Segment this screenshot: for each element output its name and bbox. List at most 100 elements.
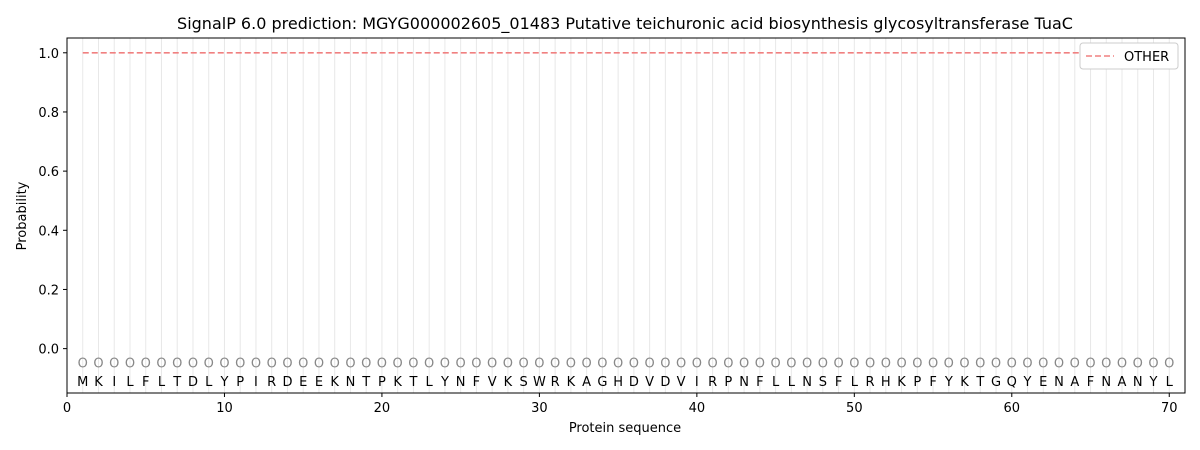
- region-label: O: [912, 356, 922, 371]
- region-label: O: [282, 356, 292, 371]
- region-label: O: [1070, 356, 1080, 371]
- residue-label: Y: [440, 375, 449, 390]
- x-tick-label: 60: [1004, 401, 1021, 416]
- region-label: O: [204, 356, 214, 371]
- x-tick-label: 30: [531, 401, 548, 416]
- residue-label: F: [473, 375, 480, 390]
- region-label: O: [739, 356, 749, 371]
- region-label: O: [298, 356, 308, 371]
- region-label: O: [188, 356, 198, 371]
- residue-label: K: [567, 375, 576, 390]
- residue-label: K: [960, 375, 969, 390]
- residue-label: F: [1087, 375, 1094, 390]
- region-label: O: [1133, 356, 1143, 371]
- y-tick-label: 1.0: [38, 47, 59, 62]
- region-label: O: [660, 356, 670, 371]
- region-label: O: [156, 356, 166, 371]
- residue-label: H: [881, 375, 891, 390]
- region-label: O: [597, 356, 607, 371]
- region-label: O: [361, 356, 371, 371]
- residue-label: S: [819, 375, 827, 390]
- region-label: O: [1007, 356, 1017, 371]
- residue-label: F: [835, 375, 842, 390]
- residue-label: A: [1070, 375, 1079, 390]
- residue-label: Y: [1149, 375, 1158, 390]
- region-label: O: [456, 356, 466, 371]
- residue-label: P: [913, 375, 921, 390]
- residue-label: N: [1133, 375, 1143, 390]
- x-tick-label: 20: [374, 401, 391, 416]
- residue-label: V: [645, 375, 654, 390]
- residue-label: S: [520, 375, 528, 390]
- y-tick-label: 0.6: [38, 165, 59, 180]
- x-tick-label: 10: [216, 401, 233, 416]
- residue-label: N: [346, 375, 356, 390]
- residue-label: L: [772, 375, 780, 390]
- residue-label: E: [1039, 375, 1047, 390]
- region-label: O: [503, 356, 513, 371]
- x-tick-label: 50: [846, 401, 863, 416]
- region-label: O: [818, 356, 828, 371]
- residue-label: G: [597, 375, 607, 390]
- region-label: O: [487, 356, 497, 371]
- residue-label: Y: [219, 375, 228, 390]
- region-label: O: [440, 356, 450, 371]
- legend: OTHER: [1079, 42, 1179, 70]
- residue-label: L: [788, 375, 796, 390]
- region-label: O: [1164, 356, 1174, 371]
- residue-label: F: [756, 375, 763, 390]
- residue-label: R: [551, 375, 560, 390]
- x-tick-label: 40: [689, 401, 706, 416]
- residue-label: N: [1054, 375, 1064, 390]
- residue-label: L: [205, 375, 213, 390]
- region-label: O: [645, 356, 655, 371]
- x-tick-label: 0: [63, 401, 71, 416]
- region-label: O: [408, 356, 418, 371]
- region-label: O: [786, 356, 796, 371]
- residue-label: A: [1118, 375, 1127, 390]
- residue-label: N: [739, 375, 749, 390]
- region-label: O: [93, 356, 103, 371]
- residue-label: F: [929, 375, 936, 390]
- residue-label: R: [267, 375, 276, 390]
- y-tick-label: 0.8: [38, 106, 59, 121]
- residue-label: G: [991, 375, 1001, 390]
- residue-label: P: [378, 375, 386, 390]
- residue-label: M: [77, 375, 88, 390]
- region-label: O: [802, 356, 812, 371]
- region-label: O: [959, 356, 969, 371]
- region-label: O: [629, 356, 639, 371]
- y-tick-label: 0.4: [38, 224, 59, 239]
- residue-label: P: [724, 375, 732, 390]
- region-label: O: [944, 356, 954, 371]
- residue-label: F: [142, 375, 149, 390]
- region-label: O: [125, 356, 135, 371]
- region-label: O: [251, 356, 261, 371]
- x-axis-label: Protein sequence: [569, 421, 681, 436]
- y-tick-label: 0.0: [38, 343, 59, 358]
- region-label: O: [534, 356, 544, 371]
- residue-label: I: [112, 375, 116, 390]
- residue-label: L: [126, 375, 134, 390]
- residue-label: N: [802, 375, 812, 390]
- y-tick-label: 0.2: [38, 283, 59, 298]
- region-label: O: [1038, 356, 1048, 371]
- region-label: O: [550, 356, 560, 371]
- residue-label: A: [582, 375, 591, 390]
- region-label: O: [770, 356, 780, 371]
- region-label: O: [345, 356, 355, 371]
- residue-label: D: [188, 375, 198, 390]
- residue-label: D: [629, 375, 639, 390]
- residue-label: K: [504, 375, 513, 390]
- region-label: O: [314, 356, 324, 371]
- residue-label: Y: [1023, 375, 1032, 390]
- region-label: O: [330, 356, 340, 371]
- region-label: O: [1117, 356, 1127, 371]
- residue-label: W: [533, 375, 546, 390]
- residue-label: D: [282, 375, 292, 390]
- region-label: O: [613, 356, 623, 371]
- axes: 0 10 20 30 40 50 60 70 0.0 0.2 0.4 0.6 0.8 1.0: [38, 37, 1186, 416]
- residue-label: T: [172, 375, 181, 390]
